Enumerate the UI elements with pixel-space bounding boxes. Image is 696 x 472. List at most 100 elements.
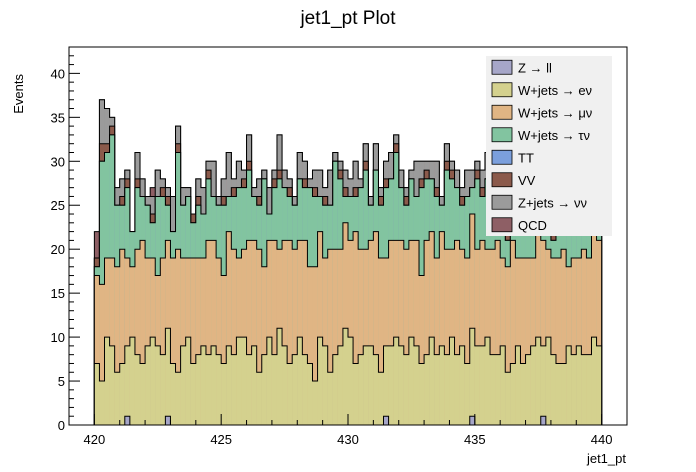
series-1-bar <box>160 354 166 425</box>
series-2-bar <box>383 257 389 425</box>
series-1-bar <box>550 354 556 425</box>
series-2-bar <box>571 257 577 425</box>
series-2-bar <box>474 249 480 425</box>
series-0-bar <box>383 416 389 425</box>
x-tick-label: 420 <box>84 432 106 447</box>
series-2-bar <box>510 240 516 425</box>
x-tick-label: 425 <box>210 432 232 447</box>
series-2-bar <box>251 240 257 425</box>
series-2-bar <box>419 275 425 425</box>
series-1-bar <box>495 354 501 425</box>
series-1-bar <box>134 354 141 425</box>
series-2-bar <box>555 257 562 425</box>
series-2-bar <box>561 249 567 425</box>
series-2-bar <box>479 240 485 425</box>
series-2-bar <box>221 275 227 425</box>
series-1-bar <box>576 345 582 425</box>
series-2-bar <box>145 257 151 425</box>
series-1-bar <box>444 354 450 425</box>
series-1-bar <box>530 345 536 425</box>
series-1-bar <box>246 354 252 425</box>
series-2-bar <box>454 240 460 425</box>
series-2-bar <box>109 257 115 425</box>
series-1-bar <box>165 328 171 425</box>
series-2-bar <box>403 249 409 425</box>
series-1-bar <box>368 345 374 425</box>
series-1-bar <box>479 345 485 425</box>
series-2-bar <box>495 240 501 425</box>
series-1-bar <box>413 345 420 425</box>
series-1-bar <box>566 345 572 425</box>
series-1-bar <box>520 363 526 425</box>
legend-label: Z → ll <box>518 60 552 75</box>
series-2-bar <box>312 266 318 425</box>
series-1-bar <box>200 345 206 425</box>
series-1-bar <box>109 345 115 425</box>
series-1-bar <box>337 345 343 425</box>
series-2-bar <box>297 240 303 425</box>
series-1-bar <box>510 363 516 425</box>
series-2-bar <box>444 249 450 425</box>
series-2-bar <box>464 257 470 425</box>
series-1-bar <box>525 354 531 425</box>
y-tick-label: 40 <box>51 66 65 81</box>
series-2-bar <box>190 257 196 425</box>
series-1-bar <box>276 328 283 425</box>
legend-swatch <box>491 217 513 233</box>
series-2-bar <box>327 249 333 425</box>
series-1-bar <box>185 337 191 425</box>
series-1-bar <box>307 363 313 425</box>
series-2-bar <box>373 231 379 425</box>
series-1-bar <box>403 354 409 425</box>
series-1-bar <box>312 381 318 425</box>
series-2-bar <box>119 249 125 425</box>
series-1-bar <box>505 372 511 425</box>
series-2-bar <box>211 240 217 425</box>
series-1-bar <box>540 345 546 425</box>
chart-title: jet1_pt Plot <box>299 8 396 29</box>
series-2-bar <box>246 240 252 425</box>
legend-label: W+jets → τν <box>518 128 590 143</box>
series-1-outline <box>93 327 603 425</box>
series-2-bar <box>358 249 364 425</box>
series-2-bar <box>439 231 445 425</box>
series-2-bar <box>348 240 354 425</box>
series-2-bar <box>576 257 582 425</box>
series-2-bar <box>292 249 298 425</box>
series-1-bar <box>261 354 267 425</box>
series-1-bar <box>175 372 181 425</box>
series-1-bar <box>226 345 232 425</box>
series-1-bar <box>180 345 186 425</box>
series-1-bar <box>211 345 217 425</box>
series-1-bar <box>484 337 491 425</box>
legend-label: W+jets → eν <box>518 83 592 98</box>
series-0-bar <box>469 416 475 425</box>
series-2-bar <box>515 257 521 425</box>
series-1-bar <box>581 354 587 425</box>
y-tick-label: 0 <box>58 418 65 433</box>
series-2-bar <box>393 240 399 425</box>
series-1-bar <box>221 363 227 425</box>
series-2-bar <box>200 257 206 425</box>
series-1-bar <box>170 363 176 425</box>
series-2-bar <box>535 222 541 425</box>
legend-label: QCD <box>518 218 547 233</box>
legend-label: Z+jets → νν <box>518 195 587 210</box>
series-1-bar <box>155 345 161 425</box>
series-2-bar <box>140 240 146 425</box>
series-2-bar <box>434 257 440 425</box>
series-2-bar <box>282 240 288 425</box>
series-1-bar <box>236 337 242 425</box>
series-2-bar <box>124 257 130 425</box>
series-1-bar <box>282 345 288 425</box>
series-1-bar <box>373 354 379 425</box>
series-2-bar <box>180 257 186 425</box>
series-2-bar <box>317 231 323 425</box>
series-1-group <box>93 327 603 425</box>
legend-swatch <box>491 59 513 75</box>
legend-swatch <box>491 149 513 165</box>
series-2-bar <box>170 257 176 425</box>
series-2-bar <box>591 231 597 425</box>
series-1-bar <box>408 337 414 425</box>
series-1-bar <box>586 354 592 425</box>
